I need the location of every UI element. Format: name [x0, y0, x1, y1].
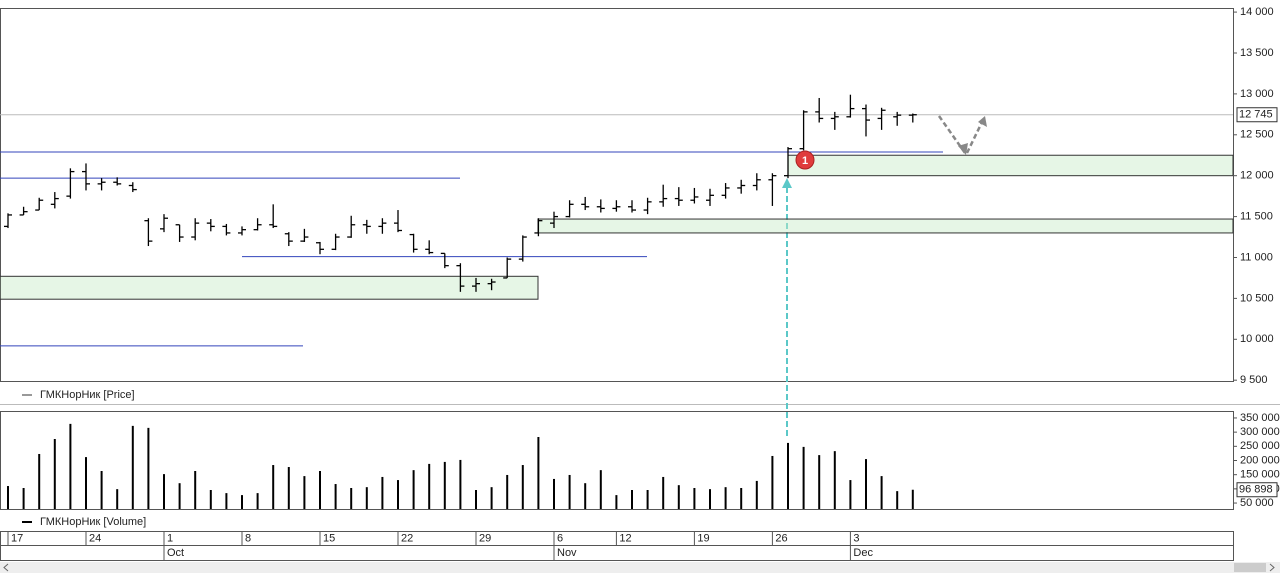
- y-tick-label: 350 000: [1240, 412, 1280, 424]
- x-tick-label: 1: [167, 532, 173, 544]
- legend-label: ГМКНорНик [Volume]: [40, 516, 146, 528]
- y-tick-label: 12 000: [1240, 170, 1274, 182]
- arrow-head: [978, 116, 987, 127]
- x-tick-label: 8: [245, 532, 251, 544]
- scrollbar[interactable]: [0, 562, 1280, 573]
- y-tick-label: 9 500: [1240, 374, 1268, 386]
- support-zone: [537, 218, 1234, 234]
- last-value-box: [1236, 482, 1278, 498]
- x-tick-label: 3: [853, 532, 859, 544]
- y-tick-label: 200 000: [1240, 454, 1280, 466]
- scenario-arrow: [965, 119, 985, 154]
- month-label: Oct: [167, 547, 184, 559]
- last-value-label: 96 898: [1239, 484, 1273, 496]
- x-tick-label: 15: [323, 532, 335, 544]
- scroll-left[interactable]: [3, 563, 9, 572]
- y-tick-label: 13 000: [1240, 88, 1274, 100]
- x-tick-label: 19: [697, 532, 709, 544]
- y-tick-label: 13 500: [1240, 47, 1274, 59]
- legend-label: ГМКНорНик [Price]: [40, 389, 135, 401]
- y-tick-label: 11 000: [1240, 251, 1273, 263]
- y-tick-label: 300 000: [1240, 426, 1280, 438]
- y-tick-label: 150 000: [1240, 469, 1280, 481]
- y-tick-label: 11 500: [1240, 210, 1273, 222]
- month-label: Dec: [853, 547, 873, 559]
- month-label: Nov: [557, 547, 577, 559]
- y-tick-label: 250 000: [1240, 440, 1280, 452]
- last-value-box: [1236, 107, 1278, 123]
- y-tick-label: 14 000: [1240, 6, 1274, 18]
- x-tick-label: 6: [557, 532, 563, 544]
- x-tick-label: 29: [479, 532, 491, 544]
- arrow-head: [958, 143, 968, 155]
- y-tick-label: 50 000: [1240, 497, 1274, 509]
- support-zone: [0, 275, 539, 300]
- x-tick-label: 12: [619, 532, 631, 544]
- x-tick-label: 26: [775, 532, 787, 544]
- arrow-head: [782, 178, 792, 188]
- last-value-label: 12 745: [1239, 109, 1273, 121]
- x-tick-label: 17: [11, 532, 23, 544]
- y-tick-label: 10 500: [1240, 292, 1274, 304]
- scroll-right[interactable]: [1269, 563, 1275, 572]
- x-tick-label: 24: [89, 532, 101, 544]
- y-tick-label: 12 500: [1240, 129, 1274, 141]
- x-tick-label: 22: [401, 532, 413, 544]
- y-tick-label: 10 000: [1240, 333, 1274, 345]
- support-zone: [787, 154, 1234, 177]
- annotation-marker: [795, 150, 815, 170]
- price-panel: [0, 8, 1234, 382]
- scroll-thumb[interactable]: [1234, 563, 1266, 572]
- annotation-label: 1: [802, 155, 808, 167]
